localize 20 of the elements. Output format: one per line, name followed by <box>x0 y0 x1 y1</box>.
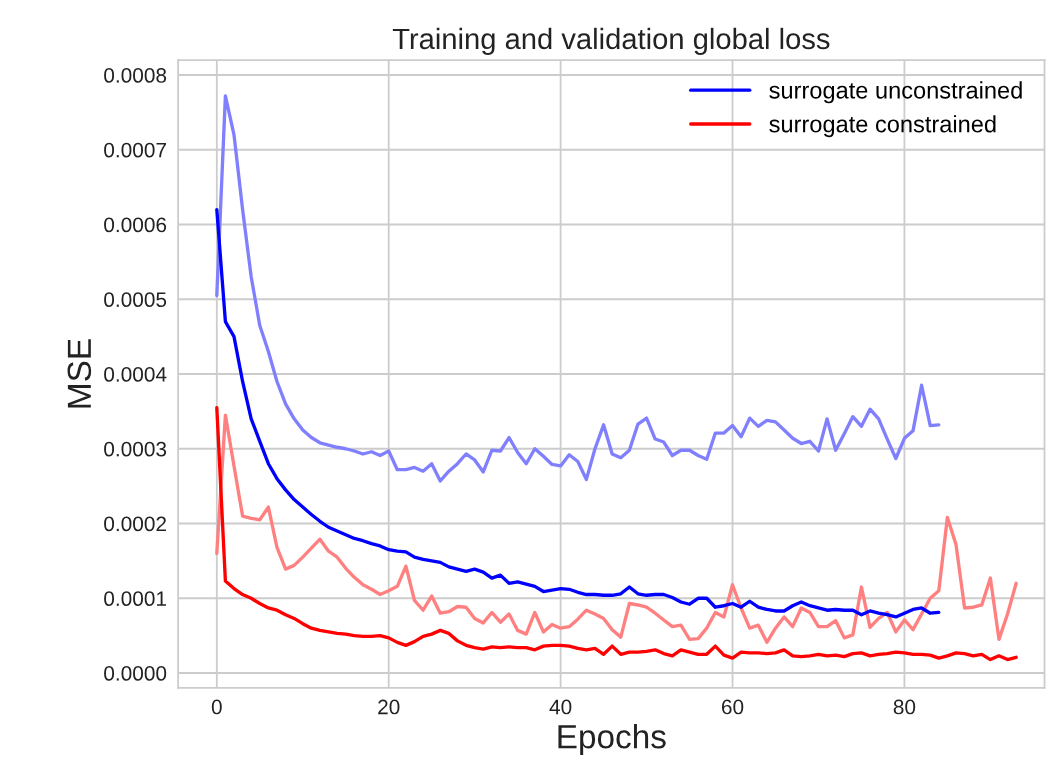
y-tick-label: 0.0002 <box>104 516 166 532</box>
x-tick-label: 0 <box>211 699 222 715</box>
x-tick-label: 80 <box>893 699 916 715</box>
y-tick-label: 0.0000 <box>104 666 167 681</box>
y-tick-label: 0.0003 <box>104 441 167 457</box>
x-tick-label: 20 <box>378 699 400 715</box>
y-axis-title: MSE <box>67 339 92 408</box>
y-tick-label: 0.0005 <box>104 292 167 308</box>
x-tick-label: 60 <box>721 699 744 715</box>
chart-title: Training and validation global loss <box>392 27 830 55</box>
x-axis-title: Epochs <box>558 724 666 756</box>
y-tick-label: 0.0004 <box>104 367 167 382</box>
legend-label: surrogate unconstrained <box>769 81 1022 104</box>
y-tick-label: 0.0007 <box>104 142 166 158</box>
line-series <box>215 207 941 619</box>
y-tick-label: 0.0008 <box>104 68 167 83</box>
y-tick-label: 0.0001 <box>104 591 166 607</box>
legend-label: surrogate constrained <box>769 115 996 138</box>
x-tick-label: 40 <box>549 699 572 715</box>
y-tick-label: 0.0006 <box>104 217 167 233</box>
